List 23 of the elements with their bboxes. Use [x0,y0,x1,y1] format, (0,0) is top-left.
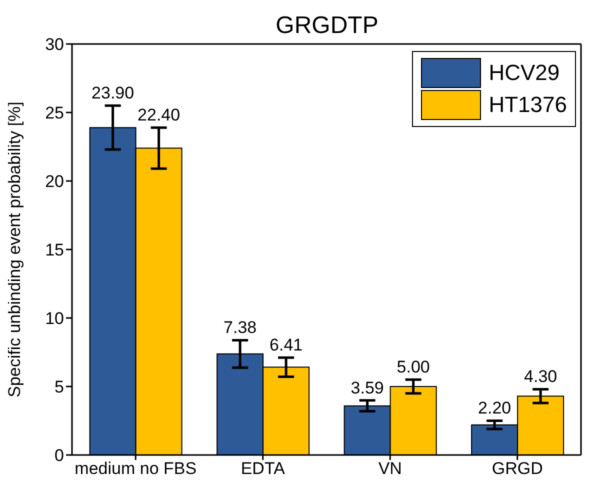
data-label: 7.38 [224,318,257,338]
data-label: 3.59 [350,378,384,398]
legend-label: HCV29 [488,60,560,86]
legend-label: HT1376 [488,92,567,118]
x-tick-label: VN [378,459,402,478]
data-label: 23.90 [92,84,134,103]
y-tick-label: 0 [54,446,64,466]
y-tick-label: 25 [45,104,64,123]
y-tick-label: 10 [45,309,64,328]
data-label: 4.30 [524,367,558,386]
chart-title: GRGDTP [274,12,380,40]
x-tick-label: medium no FBS [74,459,197,478]
data-label: 5.00 [396,358,430,377]
data-label: 22.40 [138,106,180,125]
x-tick-label: GRGD [492,459,543,478]
y-tick-label: 20 [45,172,64,192]
y-tick-label: 30 [45,35,64,54]
y-tick-label: 5 [54,378,64,397]
y-axis-title: Specific unbinding event probability [%] [5,102,24,398]
x-tick-label: EDTA [240,459,286,478]
data-label: 2.20 [478,398,512,418]
y-tick-label: 15 [45,240,64,260]
data-label: 6.41 [270,336,303,355]
